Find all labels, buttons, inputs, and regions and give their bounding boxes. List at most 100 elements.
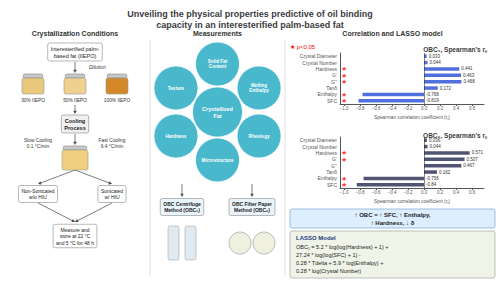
svg-text:0.162: 0.162 <box>439 170 451 175</box>
svg-text:Measurements: Measurements <box>193 30 242 37</box>
svg-text:0.467: 0.467 <box>463 163 475 168</box>
svg-text:0.28 * Tdelta + 5.9 * log(Enth: 0.28 * Tdelta + 5.9 * log(Enthalpy) + <box>296 260 383 266</box>
svg-text:★: ★ <box>341 181 347 188</box>
svg-text:-0.768: -0.768 <box>426 92 439 97</box>
svg-text:6.4 °C/min: 6.4 °C/min <box>101 144 124 149</box>
svg-text:OBC₁ = 5.2 * log(log(Hardness): OBC₁ = 5.2 * log(log(Hardness) + 1) + <box>296 244 389 250</box>
svg-text:0.463: 0.463 <box>463 73 475 78</box>
svg-text:Texture: Texture <box>168 86 185 91</box>
svg-text:0.033: 0.033 <box>429 54 441 59</box>
svg-text:Crystallized: Crystallized <box>202 106 233 112</box>
svg-text:G’’: G’’ <box>331 163 337 169</box>
svg-text:Unveiling the physical propert: Unveiling the physical properties predic… <box>127 9 373 19</box>
svg-text:0.571: 0.571 <box>472 150 484 155</box>
svg-text:based fat (IIEPO): based fat (IIEPO) <box>54 53 97 59</box>
svg-text:Method (OBC₁): Method (OBC₁) <box>164 207 200 213</box>
svg-text:OBC₂, Spearman’s rₛ: OBC₂, Spearman’s rₛ <box>423 132 487 140</box>
svg-text:0.4: 0.4 <box>453 106 460 111</box>
svg-text:0.6: 0.6 <box>469 190 476 195</box>
svg-text:and 5 °C for 48 h: and 5 °C for 48 h <box>56 240 94 246</box>
svg-text:G’: G’ <box>332 156 337 162</box>
svg-text:Solid Fat: Solid Fat <box>208 59 228 64</box>
svg-text:w/ HIU: w/ HIU <box>105 194 120 200</box>
svg-text:Slow Cooling: Slow Cooling <box>24 138 52 143</box>
svg-text:0.2: 0.2 <box>437 190 444 195</box>
svg-text:30% IIEPO: 30% IIEPO <box>21 98 45 103</box>
svg-text:Crystallization Conditions: Crystallization Conditions <box>32 30 118 38</box>
svg-text:↑ OBC = ↑ SFC, ↑ Enthalpy,: ↑ OBC = ↑ SFC, ↑ Enthalpy, <box>354 212 430 218</box>
svg-text:0.044: 0.044 <box>430 60 442 65</box>
svg-text:Melting: Melting <box>251 83 267 88</box>
svg-text:0.044: 0.044 <box>430 144 442 149</box>
svg-text:★: ★ <box>341 97 347 104</box>
svg-text:G’: G’ <box>332 72 337 78</box>
svg-text:↑ Hardness, ↓ δ: ↑ Hardness, ↓ δ <box>371 220 415 226</box>
svg-text:Measure and: Measure and <box>60 227 89 233</box>
svg-text:Interesterified palm-: Interesterified palm- <box>51 46 100 52</box>
svg-text:store at 22 °C: store at 22 °C <box>60 233 91 239</box>
svg-text:Spearman correlation coefficie: Spearman correlation coefficient (rₛ) <box>374 115 450 120</box>
svg-text:Dilution: Dilution <box>89 64 106 70</box>
svg-text:Enthalpy: Enthalpy <box>249 88 269 93</box>
svg-text:★ p<0.05: ★ p<0.05 <box>290 44 316 50</box>
svg-text:0.468: 0.468 <box>463 79 475 84</box>
svg-text:Method (OBC₂): Method (OBC₂) <box>234 207 270 213</box>
svg-text:Enthalpy: Enthalpy <box>318 91 338 97</box>
svg-text:Process: Process <box>64 125 85 131</box>
svg-text:Microstructure: Microstructure <box>201 158 234 163</box>
svg-text:Spearman correlation coefficie: Spearman correlation coefficient (rₛ) <box>374 199 450 204</box>
svg-text:0.172: 0.172 <box>440 86 452 91</box>
svg-text:-0.84: -0.84 <box>426 182 437 187</box>
svg-text:0.4: 0.4 <box>453 190 460 195</box>
svg-text:OBC₁, Spearman’s rₛ: OBC₁, Spearman’s rₛ <box>423 46 487 54</box>
svg-text:Hardness: Hardness <box>316 150 338 156</box>
svg-text:−0.6: −0.6 <box>372 106 381 111</box>
svg-text:Hardness: Hardness <box>165 134 186 139</box>
svg-text:50% IIEPO: 50% IIEPO <box>63 98 87 103</box>
svg-text:Crystal Diameter: Crystal Diameter <box>300 137 338 143</box>
svg-text:−1.0: −1.0 <box>340 106 349 111</box>
svg-text:OBC Centrifuge: OBC Centrifuge <box>163 201 201 207</box>
svg-text:−0.4: −0.4 <box>388 106 397 111</box>
svg-text:−0.2: −0.2 <box>404 106 413 111</box>
svg-text:Tanδ: Tanδ <box>326 169 337 175</box>
svg-text:Hardness: Hardness <box>316 66 338 72</box>
svg-text:0.0: 0.0 <box>421 190 428 195</box>
svg-text:0.507: 0.507 <box>467 157 479 162</box>
svg-text:w/o HIU: w/o HIU <box>29 194 47 200</box>
svg-text:Content: Content <box>209 64 227 69</box>
svg-text:100% IIEPO: 100% IIEPO <box>104 98 131 103</box>
svg-text:−0.6: −0.6 <box>372 190 381 195</box>
svg-text:0.441: 0.441 <box>461 66 473 71</box>
svg-text:★: ★ <box>341 78 347 85</box>
svg-text:LASSO Model: LASSO Model <box>296 235 336 241</box>
svg-text:-0.756: -0.756 <box>426 176 439 181</box>
svg-text:27.24 * log(log(SFC) + 1) -: 27.24 * log(log(SFC) + 1) - <box>296 252 361 258</box>
svg-text:Sonicated: Sonicated <box>101 188 123 194</box>
svg-text:Tanδ: Tanδ <box>326 85 337 91</box>
svg-text:-0.819: -0.819 <box>426 98 439 103</box>
svg-text:0.28 * log(Crystal Number): 0.28 * log(Crystal Number) <box>296 268 361 274</box>
svg-text:−0.2: −0.2 <box>404 190 413 195</box>
svg-text:0.6: 0.6 <box>469 106 476 111</box>
svg-text:−1.0: −1.0 <box>340 190 349 195</box>
svg-text:−0.8: −0.8 <box>356 106 365 111</box>
svg-text:Cooling: Cooling <box>65 118 85 124</box>
svg-text:Correlation and LASSO model: Correlation and LASSO model <box>342 30 442 37</box>
svg-text:SFC: SFC <box>327 98 337 104</box>
svg-text:Fast Cooling: Fast Cooling <box>99 138 126 143</box>
svg-text:Crystal Diameter: Crystal Diameter <box>300 53 338 59</box>
svg-text:OBC Filter Paper: OBC Filter Paper <box>232 201 272 207</box>
svg-text:0.0: 0.0 <box>421 106 428 111</box>
svg-text:SFC: SFC <box>327 182 337 188</box>
svg-text:−0.4: −0.4 <box>388 190 397 195</box>
svg-text:★: ★ <box>341 156 347 163</box>
svg-text:0.2: 0.2 <box>437 106 444 111</box>
svg-text:0.1 °C/min: 0.1 °C/min <box>27 144 50 149</box>
svg-text:G’’: G’’ <box>331 79 337 85</box>
svg-text:capacity in an interesterified: capacity in an interesterified palm-base… <box>156 20 344 30</box>
svg-text:Non-Sonicated: Non-Sonicated <box>21 188 54 194</box>
svg-text:Fat: Fat <box>213 113 221 119</box>
svg-text:Crystal Number: Crystal Number <box>302 60 337 66</box>
svg-text:Enthalpy: Enthalpy <box>318 175 338 181</box>
